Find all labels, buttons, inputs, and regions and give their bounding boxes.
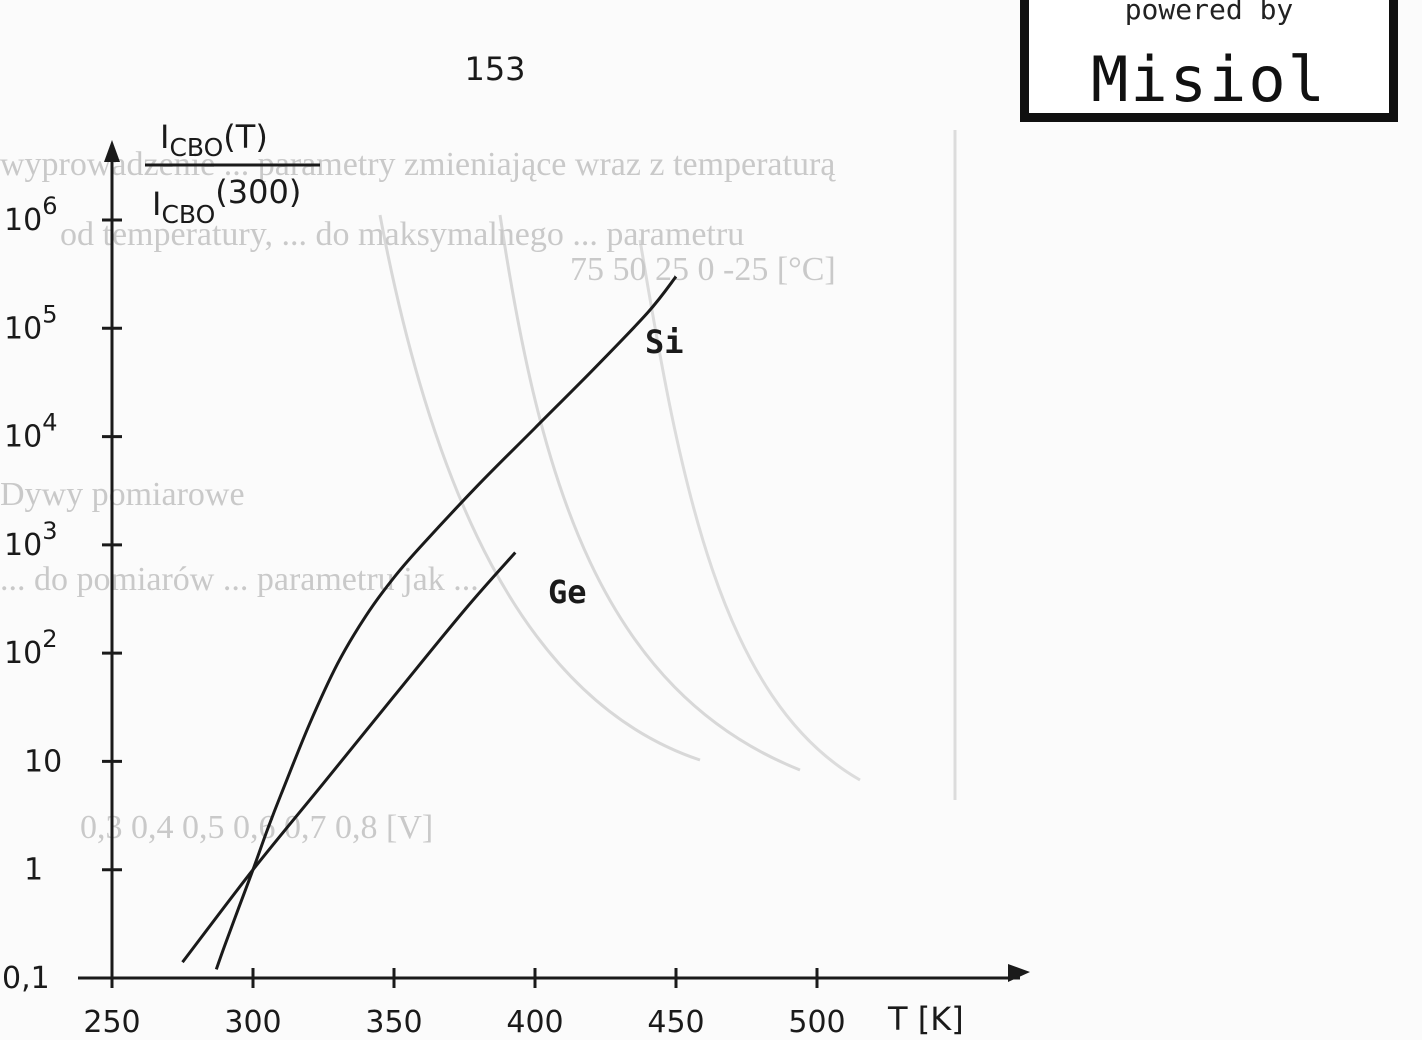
- page-number: 153: [464, 50, 525, 88]
- y-axis-arrow: [104, 140, 120, 162]
- y-tick-label: 104: [4, 409, 57, 455]
- background-bleed: wyprowadzenie ... parametry zmieniające …: [0, 130, 957, 846]
- y-tick-label: 0,1: [2, 961, 50, 996]
- x-tick-label: 450: [647, 1005, 704, 1040]
- x-tick-label: 500: [788, 1005, 845, 1040]
- bleed-text: 0,3 0,4 0,5 0,6 0,7 0,8 [V]: [80, 809, 433, 846]
- bleed-text: ... do pomiarów ... parametru jak ...: [0, 561, 479, 598]
- y-tick-label: 1: [24, 853, 43, 888]
- watermark-top-text: powered by: [1124, 0, 1294, 26]
- series-line-ge: [181, 551, 517, 964]
- bleed-curve: [638, 239, 861, 782]
- bleed-text: Dywy pomiarowe: [0, 476, 245, 513]
- y-title-numerator: ICBO(T): [160, 118, 268, 162]
- bleed-text: wyprowadzenie ... parametry zmieniające …: [0, 146, 836, 183]
- y-title-denominator: ICBO(300): [152, 173, 301, 229]
- series-label-ge: Ge: [548, 573, 587, 611]
- x-tick-label: 300: [224, 1005, 281, 1040]
- bleed-curve: [498, 214, 801, 772]
- x-tick-label: 250: [83, 1005, 140, 1040]
- y-axis-title: ICBO(T) ICBO(300): [145, 118, 320, 229]
- y-tick-label: 102: [4, 625, 57, 671]
- bleed-curve: [378, 214, 701, 762]
- x-tick-label: 400: [506, 1005, 563, 1040]
- bleed-text: od temperatury, ... do maksymalnego ... …: [60, 216, 744, 253]
- y-tick-label: 103: [4, 517, 57, 563]
- x-axis-arrow: [1008, 964, 1030, 982]
- series-label-si: Si: [645, 323, 684, 361]
- y-tick-label: 106: [4, 192, 57, 238]
- y-tick-label: 105: [4, 300, 57, 346]
- watermark-main-text: Misiol: [1091, 43, 1327, 116]
- y-tick-label: 10: [24, 744, 62, 779]
- x-axis-title: T [K]: [887, 1000, 964, 1038]
- watermark-badge: powered by Misiol: [1020, 0, 1398, 122]
- series-line-si: [214, 275, 678, 970]
- bleed-text: 75 50 25 0 -25 [°C]: [570, 251, 836, 288]
- x-tick-label: 350: [365, 1005, 422, 1040]
